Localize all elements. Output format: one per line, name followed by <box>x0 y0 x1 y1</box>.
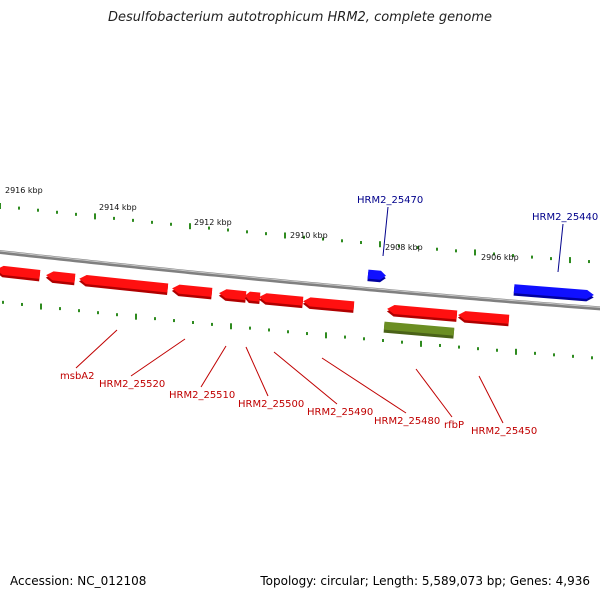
kbp-label: 2908 kbp <box>385 243 423 252</box>
leader-line <box>245 346 269 397</box>
accession-text: Accession: NC_012108 <box>10 574 147 588</box>
reverse-gene-arrow <box>0 265 41 282</box>
kbp-label: 2916 kbp <box>5 186 43 195</box>
leader-line <box>557 223 564 273</box>
reverse-gene-arrow <box>302 297 355 313</box>
rna-gene-bar <box>383 321 455 339</box>
leader-line <box>478 375 504 424</box>
gene-label: HRM2_25470 <box>357 195 423 206</box>
kbp-label: 2914 kbp <box>99 203 137 212</box>
gene-label: HRM2_25490 <box>307 407 373 418</box>
reverse-gene-arrow <box>171 284 213 300</box>
reverse-gene-arrow <box>386 305 458 322</box>
kbp-label: 2910 kbp <box>290 231 328 240</box>
forward-gene-arrow <box>367 269 386 283</box>
gene-label: msbA2 <box>60 371 95 382</box>
leader-line <box>382 206 389 257</box>
kbp-label: 2906 kbp <box>481 253 519 262</box>
reverse-gene-arrow <box>218 289 247 303</box>
leader-line <box>321 357 407 414</box>
gene-label: HRM2_25510 <box>169 390 235 401</box>
reverse-gene-arrow <box>78 274 169 295</box>
leader-line <box>200 345 227 388</box>
reverse-gene-arrow <box>258 293 304 309</box>
leader-line <box>415 368 453 418</box>
reverse-gene-arrow <box>45 271 76 286</box>
leader-line <box>75 329 118 369</box>
forward-gene-arrow <box>513 284 594 302</box>
gene-label: HRM2_25480 <box>374 416 440 427</box>
gene-label: HRM2_25520 <box>99 379 165 390</box>
gene-label: rfbP <box>444 420 464 431</box>
backbone-highlight <box>0 250 600 308</box>
leader-line <box>273 351 338 405</box>
leader-line <box>130 338 186 377</box>
reverse-gene-arrow <box>457 311 510 327</box>
kbp-label: 2912 kbp <box>194 218 232 227</box>
map-title: Desulfobacterium autotrophicum HRM2, com… <box>107 10 493 25</box>
gene-label: HRM2_25500 <box>238 399 304 410</box>
backbone-line <box>0 249 600 311</box>
reverse-gene-arrow <box>244 291 261 305</box>
gene-label: HRM2_25450 <box>471 426 537 437</box>
topology-text: Topology: circular; Length: 5,589,073 bp… <box>260 574 590 588</box>
gene-label: HRM2_25440 <box>532 212 598 223</box>
